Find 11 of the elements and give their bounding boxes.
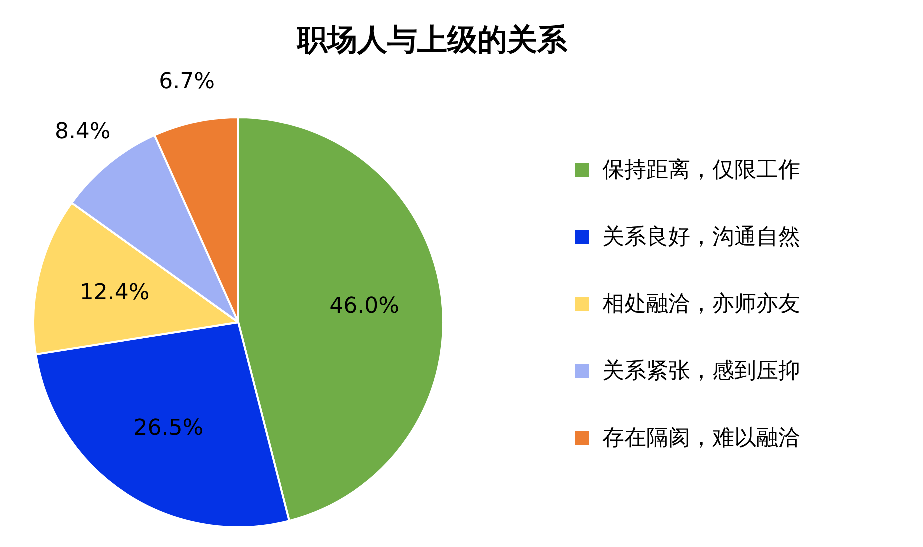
legend-label: 存在隔阂，难以融洽 [602, 426, 800, 451]
data-label: 46.0% [330, 294, 400, 320]
data-label: 12.4% [80, 280, 150, 306]
legend-label: 关系良好，沟通自然 [602, 225, 800, 250]
data-label: 6.7% [159, 69, 216, 94]
data-label: 8.4% [54, 119, 111, 144]
chart-title: 职场人与上级的关系 [296, 23, 568, 58]
legend-label: 相处融洽，亦师亦友 [602, 292, 800, 317]
data-label: 26.5% [134, 416, 204, 442]
legend-label: 保持距离，仅限工作 [602, 158, 800, 183]
legend-label: 关系紧张，感到压抑 [602, 359, 800, 384]
